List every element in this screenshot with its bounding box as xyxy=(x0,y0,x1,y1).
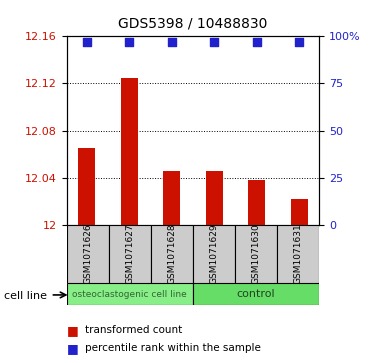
Text: ■: ■ xyxy=(67,342,79,355)
Bar xyxy=(121,78,138,225)
Bar xyxy=(206,171,223,225)
FancyBboxPatch shape xyxy=(193,225,235,283)
Text: osteoclastogenic cell line: osteoclastogenic cell line xyxy=(72,290,187,298)
Point xyxy=(126,39,132,45)
FancyBboxPatch shape xyxy=(193,283,319,305)
FancyBboxPatch shape xyxy=(109,225,151,283)
FancyBboxPatch shape xyxy=(151,225,193,283)
Text: GSM1071629: GSM1071629 xyxy=(210,224,219,285)
Point xyxy=(169,39,175,45)
FancyBboxPatch shape xyxy=(277,225,319,283)
Text: GSM1071626: GSM1071626 xyxy=(83,224,92,285)
FancyBboxPatch shape xyxy=(67,225,109,283)
Text: GSM1071628: GSM1071628 xyxy=(167,224,176,285)
Bar xyxy=(248,180,265,225)
Title: GDS5398 / 10488830: GDS5398 / 10488830 xyxy=(118,17,267,31)
Text: GSM1071627: GSM1071627 xyxy=(125,224,134,285)
Text: control: control xyxy=(237,289,275,299)
Bar xyxy=(78,148,95,225)
Point xyxy=(84,39,90,45)
FancyBboxPatch shape xyxy=(235,225,277,283)
Point xyxy=(296,39,302,45)
Text: GSM1071630: GSM1071630 xyxy=(252,224,260,285)
Bar xyxy=(290,199,308,225)
Text: transformed count: transformed count xyxy=(85,325,183,335)
Text: GSM1071631: GSM1071631 xyxy=(293,224,302,285)
Text: percentile rank within the sample: percentile rank within the sample xyxy=(85,343,261,354)
Point xyxy=(211,39,217,45)
Point xyxy=(254,39,260,45)
Text: cell line: cell line xyxy=(4,291,47,301)
Text: ■: ■ xyxy=(67,324,79,337)
FancyBboxPatch shape xyxy=(67,283,193,305)
Bar xyxy=(163,171,180,225)
